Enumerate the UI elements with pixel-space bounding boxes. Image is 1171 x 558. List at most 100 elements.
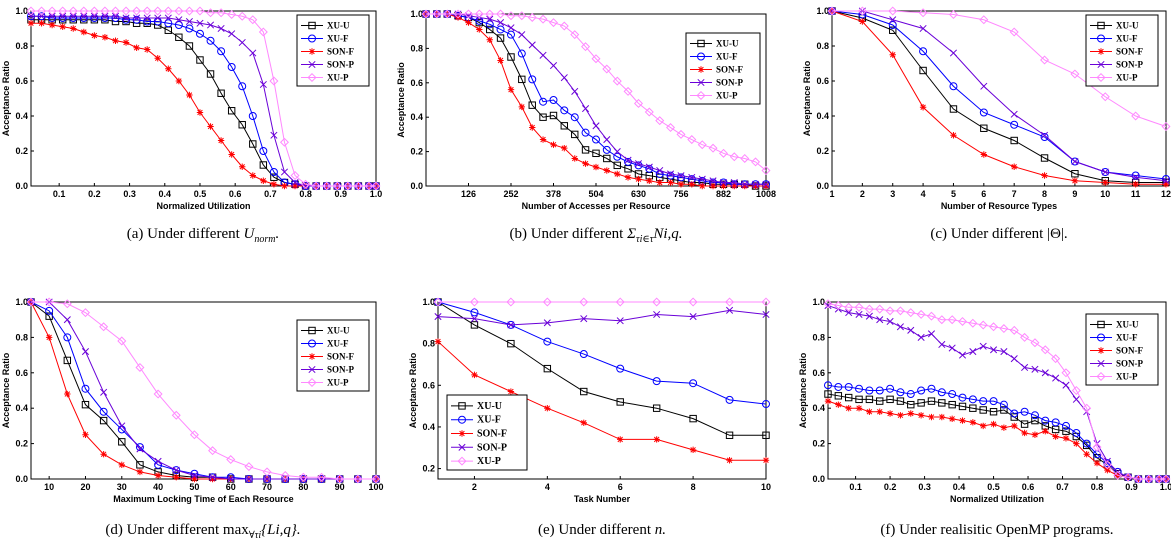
marker-diamond — [947, 315, 957, 325]
marker-circle — [937, 388, 946, 397]
marker-cross — [543, 319, 551, 327]
caption-end: . — [662, 522, 666, 538]
marker-star — [677, 181, 685, 188]
marker-star — [752, 182, 759, 190]
marker-cross — [980, 82, 988, 90]
marker-circle — [886, 384, 895, 393]
marker-cross — [927, 330, 936, 338]
marker-circle — [968, 395, 977, 404]
marker-star — [101, 34, 109, 41]
x-tick-label: 60 — [226, 482, 236, 492]
marker-star — [48, 21, 56, 29]
marker-diamond — [68, 6, 78, 16]
marker-square — [889, 26, 897, 34]
series-son-f — [434, 338, 770, 464]
caption: (d) Under different max∀τi{Li,q}. — [105, 522, 300, 541]
marker-diamond — [591, 54, 601, 64]
x-tick-label: 0.9 — [335, 189, 348, 199]
marker-star — [112, 37, 119, 44]
series-xu-p — [433, 297, 771, 307]
marker-diamond — [1102, 460, 1112, 470]
marker-star — [486, 36, 493, 43]
marker-cross — [496, 19, 505, 27]
legend-entry-son-p: SON-P — [1116, 359, 1144, 369]
x-tick-label: 4 — [545, 482, 550, 492]
marker-cross — [270, 131, 278, 139]
marker-cross — [228, 30, 236, 38]
marker-diamond — [1100, 92, 1110, 102]
series-xu-p — [26, 297, 381, 484]
y-tick-label: 0.0 — [410, 181, 423, 191]
marker-circle — [172, 466, 181, 475]
marker-diamond — [421, 9, 431, 19]
marker-diamond — [226, 455, 236, 465]
marker-cross — [580, 315, 588, 323]
marker-star — [1062, 435, 1070, 442]
marker-circle — [1131, 171, 1140, 180]
marker-star — [726, 457, 733, 464]
x-tick-label: 2 — [860, 189, 865, 199]
marker-diamond — [469, 297, 479, 307]
marker-square — [907, 400, 915, 409]
marker-diamond — [110, 6, 120, 16]
marker-square — [175, 33, 183, 41]
x-tick-label: 4 — [921, 189, 926, 199]
legend-entry-xu-u: XU-U — [1116, 320, 1139, 330]
marker-cross — [245, 475, 253, 483]
marker-diamond — [280, 470, 290, 480]
marker-circle — [1097, 34, 1105, 43]
marker-circle — [1010, 409, 1019, 418]
marker-star — [635, 175, 642, 183]
marker-star — [196, 109, 204, 116]
marker-diamond — [1009, 27, 1019, 37]
caption-subscript: ∀τi — [249, 530, 262, 541]
marker-star — [653, 436, 660, 443]
marker-star — [646, 177, 653, 185]
marker-diamond — [1154, 474, 1164, 484]
marker-circle — [132, 15, 141, 24]
marker-circle — [958, 393, 967, 402]
marker-square — [1097, 320, 1105, 329]
marker-cross — [63, 316, 71, 324]
marker-circle — [602, 145, 611, 154]
marker-cross — [507, 24, 515, 32]
marker-diamond — [542, 297, 552, 307]
marker-cross — [730, 179, 738, 187]
marker-circle — [174, 21, 183, 29]
marker-cross — [1000, 348, 1008, 356]
marker-cross — [645, 163, 653, 171]
marker-circle — [549, 96, 558, 104]
marker-star — [938, 413, 946, 421]
y-axis-label: Acceptance Ratio — [1, 352, 11, 428]
marker-diamond — [579, 297, 589, 307]
marker-star — [228, 151, 235, 158]
x-tick-label: 756 — [673, 189, 688, 199]
marker-diamond — [317, 472, 327, 482]
marker-star — [45, 334, 53, 341]
marker-diamond — [189, 430, 199, 440]
legend: XU-U XU-F SON-F SON-P XU-P — [446, 394, 528, 471]
marker-square — [927, 397, 936, 405]
marker-circle — [634, 161, 643, 170]
caption: (e) Under different n. — [538, 522, 666, 538]
y-tick-label: 0.8 — [15, 332, 28, 342]
marker-star — [518, 103, 525, 111]
marker-star — [154, 55, 161, 62]
marker-diamond — [958, 316, 968, 326]
legend-entry-xu-f: XU-F — [1116, 34, 1138, 44]
marker-diamond — [979, 15, 989, 25]
x-tick-label: 10 — [1100, 189, 1110, 199]
marker-star — [969, 419, 977, 426]
marker-circle — [227, 63, 236, 71]
marker-diamond — [269, 76, 279, 86]
caption-subscript: norm — [254, 234, 275, 245]
marker-star — [835, 401, 842, 408]
marker-diamond — [142, 6, 152, 16]
caption: (f) Under realisitic OpenMP programs. — [880, 522, 1113, 538]
marker-circle — [99, 407, 108, 416]
marker-circle — [875, 386, 884, 395]
marker-circle — [979, 108, 988, 117]
marker-star — [762, 182, 770, 190]
x-tick-label: 8 — [691, 482, 696, 492]
marker-cross — [656, 166, 664, 175]
